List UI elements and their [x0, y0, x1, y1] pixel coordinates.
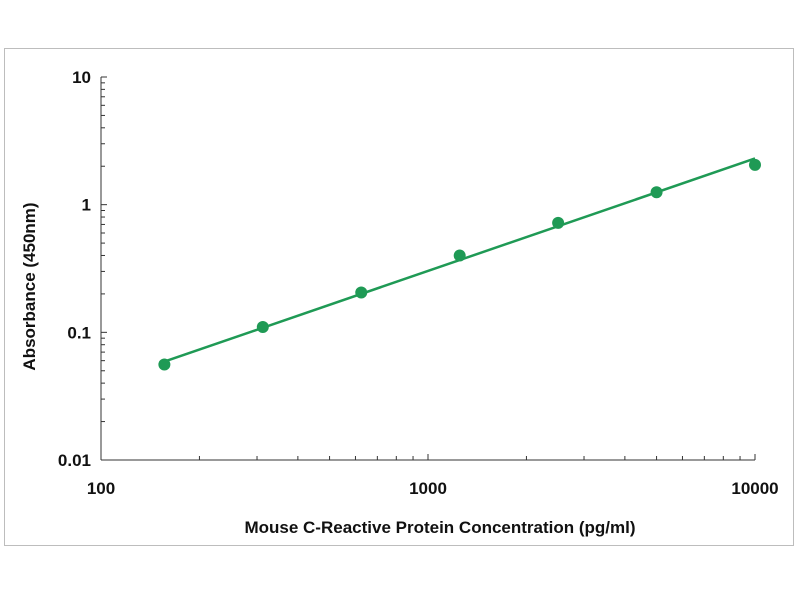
x-tick-label: 100	[87, 479, 115, 498]
y-tick-label: 1	[82, 196, 91, 215]
data-point	[453, 249, 466, 262]
y-tick-label: 0.1	[67, 323, 91, 342]
data-point	[749, 158, 761, 171]
chart-frame: 10 1 0.1 0.01 100 1000 10000 Mouse C-Reactive …	[4, 48, 794, 546]
axes	[100, 77, 755, 461]
data-point	[650, 186, 663, 199]
tick-labels: 10 1 0.1 0.01 100 1000 10000	[58, 68, 779, 498]
y-tick-label: 0.01	[58, 451, 91, 470]
tick-marks	[100, 76, 756, 461]
data-point	[158, 358, 171, 371]
chart-svg: 10 1 0.1 0.01 100 1000 10000 Mouse C-Reactive …	[20, 68, 779, 537]
x-tick-label: 1000	[409, 479, 447, 498]
data-point	[552, 216, 565, 229]
data-point	[256, 321, 269, 334]
data-points	[158, 158, 761, 371]
y-axis-label: Absorbance (450nm)	[20, 202, 39, 370]
y-tick-label: 10	[72, 68, 91, 87]
x-tick-label: 10000	[731, 479, 778, 498]
x-axis-label: Mouse C-Reactive Protein Concentration (…	[244, 518, 635, 537]
data-point	[355, 286, 368, 299]
